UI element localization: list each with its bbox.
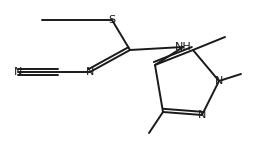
Text: S: S — [108, 15, 115, 25]
Text: N: N — [14, 67, 22, 77]
Text: NH: NH — [174, 42, 190, 52]
Text: N: N — [86, 67, 94, 77]
Text: N: N — [214, 76, 222, 86]
Text: N: N — [197, 110, 205, 120]
